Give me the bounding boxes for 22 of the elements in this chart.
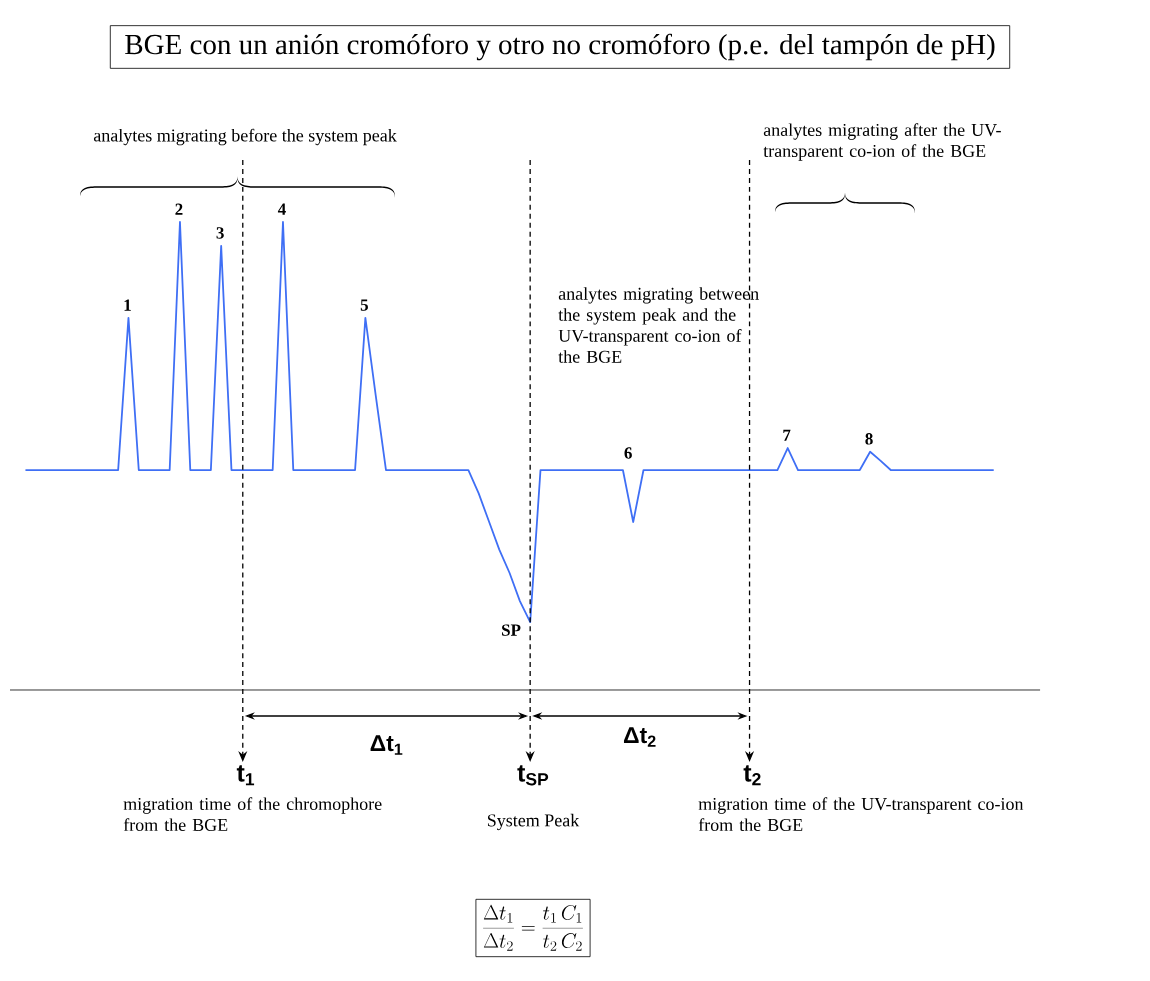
annotation: 6 — [624, 447, 632, 459]
text: migration time of the UV-transparent co-ion from the BGE — [698, 797, 1024, 832]
text: analytes migrating before the system peak — [93, 128, 397, 146]
text: analytes migrating after the UV-transparent co-ion of the BGE — [763, 123, 1001, 161]
text: Δt$_{1}$ — [370, 735, 403, 755]
text: Δt$_{2}$ — [623, 727, 656, 747]
text: $\frac{\Delta t_{1}}{\Delta t_{2}} = \frac{t_{1}\,C_{1}}{t_{2}\,C_{2}}$ — [483, 904, 583, 951]
annotation: analytes migrating between the system peak and the UV-transparent co-ion of the BGE — [558, 287, 759, 363]
text: t$_{SP}$ — [517, 765, 549, 786]
text: 2 — [175, 203, 183, 215]
text: 4 — [277, 203, 286, 215]
annotation: 8 — [865, 433, 873, 445]
annotation: 7 — [783, 429, 791, 441]
text: migration time of the chromophore from the BGE — [123, 797, 382, 832]
text: System Peak — [487, 813, 580, 831]
annotation: 5 — [360, 299, 368, 311]
text: t$_{2}$ — [743, 765, 761, 786]
annotation: SP — [502, 624, 521, 636]
annotation: 3 — [216, 227, 224, 239]
annotation: 1 — [124, 299, 131, 311]
text: t$_{1}$ — [236, 765, 255, 786]
chart-title: BGE con un anión cromóforo y otro no cromóforo (p.e. del tampón de pH) — [125, 33, 995, 61]
